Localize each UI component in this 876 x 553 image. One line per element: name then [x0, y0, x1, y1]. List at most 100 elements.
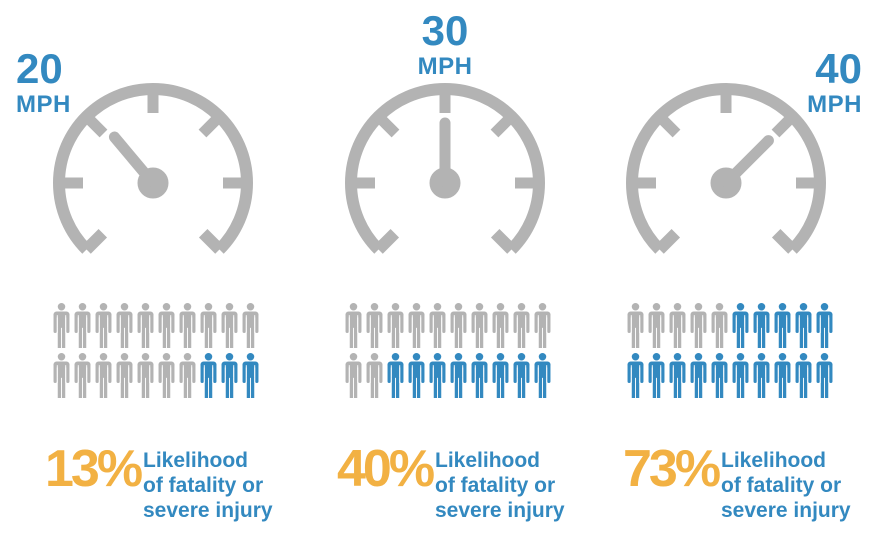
person-icon-gray	[512, 303, 531, 348]
person-icon-gray	[470, 303, 489, 348]
speed-label-30mph: 30 MPH	[339, 10, 551, 79]
person-icon-gray	[94, 353, 113, 398]
speedometer-gauge-20mph	[53, 83, 253, 254]
fatality-description-line: Likelihood	[721, 449, 826, 472]
person-icon-gray	[115, 303, 134, 348]
person-icon-blue	[199, 353, 218, 398]
speedometer-gauge-40mph	[626, 83, 826, 254]
person-icon-gray	[668, 303, 687, 348]
person-icon-blue	[689, 353, 708, 398]
pictograph-40mph	[626, 303, 834, 398]
person-icon-blue	[407, 353, 426, 398]
gauge-hub	[429, 167, 461, 199]
person-icon-gray	[136, 303, 155, 348]
fatality-description-line: severe injury	[143, 499, 273, 522]
person-icon-gray	[344, 353, 363, 398]
person-icon-blue	[773, 303, 792, 348]
speed-value: 40	[815, 45, 862, 92]
person-icon-gray	[115, 353, 134, 398]
gauge-tick-upper-left	[371, 109, 400, 138]
person-icon-gray	[73, 303, 92, 348]
person-icon-gray	[344, 303, 363, 348]
person-icon-gray	[449, 303, 468, 348]
gauge-tick-upper-left	[79, 109, 108, 138]
person-icon-blue	[731, 303, 750, 348]
person-icon-blue	[491, 353, 510, 398]
person-row	[52, 303, 260, 348]
person-icon-blue	[773, 353, 792, 398]
person-icon-gray	[157, 303, 176, 348]
speed-label-40mph: 40 MPH	[807, 48, 862, 117]
fatality-description-line: severe injury	[435, 499, 565, 522]
person-icon-gray	[386, 303, 405, 348]
person-row	[626, 353, 834, 398]
speed-unit: MPH	[16, 91, 71, 118]
pictograph-20mph	[52, 303, 260, 398]
person-icon-blue	[533, 353, 552, 398]
person-icon-gray	[491, 303, 510, 348]
person-icon-blue	[220, 353, 239, 398]
speedometer-gauge-30mph	[345, 83, 545, 254]
person-icon-blue	[512, 353, 531, 398]
pictograph-30mph	[344, 303, 552, 398]
person-icon-gray	[157, 353, 176, 398]
gauge-end-tick-left	[655, 228, 681, 254]
fatality-percent: 40%	[337, 440, 435, 498]
gauge-hub	[710, 167, 742, 199]
gauge-end-tick-left	[82, 228, 108, 254]
person-icon-gray	[241, 303, 260, 348]
person-icon-blue	[752, 353, 771, 398]
person-icon-blue	[815, 303, 834, 348]
speed-unit: MPH	[807, 91, 862, 118]
person-icon-blue	[428, 353, 447, 398]
person-icon-gray	[52, 353, 71, 398]
person-icon-gray	[365, 303, 384, 348]
gauge-tick-upper-right	[490, 109, 519, 138]
person-icon-blue	[710, 353, 729, 398]
person-row	[52, 353, 260, 398]
person-icon-blue	[668, 353, 687, 398]
person-icon-gray	[533, 303, 552, 348]
fatality-description-line: severe injury	[721, 499, 851, 522]
fatality-description: Likelihood of fatality or severe injury	[435, 447, 565, 523]
fatality-description-line: of fatality or	[721, 474, 842, 497]
person-icon-blue	[386, 353, 405, 398]
speed-label-20mph: 20 MPH	[16, 48, 71, 117]
stat-40mph: 73% Likelihood of fatality or severe inj…	[623, 440, 851, 523]
person-icon-gray	[73, 353, 92, 398]
person-icon-blue	[815, 353, 834, 398]
person-icon-blue	[731, 353, 750, 398]
person-icon-blue	[241, 353, 260, 398]
person-icon-gray	[136, 353, 155, 398]
person-icon-gray	[626, 303, 645, 348]
stat-20mph: 13% Likelihood of fatality or severe inj…	[45, 440, 273, 523]
gauge-end-tick-right	[490, 228, 516, 254]
person-icon-gray	[220, 303, 239, 348]
person-icon-gray	[365, 353, 384, 398]
speed-value: 30	[421, 7, 469, 54]
person-icon-blue	[752, 303, 771, 348]
gauge-tick-upper-left	[652, 109, 681, 138]
person-icon-gray	[199, 303, 218, 348]
fatality-percent: 13%	[45, 440, 143, 498]
fatality-description-line: of fatality or	[435, 474, 556, 497]
gauge-tick-upper-right	[198, 109, 227, 138]
person-icon-blue	[626, 353, 645, 398]
gauge-end-tick-right	[198, 228, 224, 254]
gauge-end-tick-left	[374, 228, 400, 254]
person-icon-gray	[407, 303, 426, 348]
person-icon-blue	[449, 353, 468, 398]
fatality-description-line: Likelihood	[143, 449, 248, 472]
person-icon-gray	[178, 353, 197, 398]
fatality-description: Likelihood of fatality or severe injury	[143, 447, 273, 523]
speed-value: 20	[16, 45, 63, 92]
person-row	[344, 303, 552, 348]
fatality-percent: 73%	[623, 440, 721, 498]
gauge-hub	[137, 167, 169, 199]
person-icon-gray	[689, 303, 708, 348]
person-icon-gray	[52, 303, 71, 348]
person-icon-gray	[710, 303, 729, 348]
person-icon-blue	[470, 353, 489, 398]
person-icon-blue	[647, 353, 666, 398]
